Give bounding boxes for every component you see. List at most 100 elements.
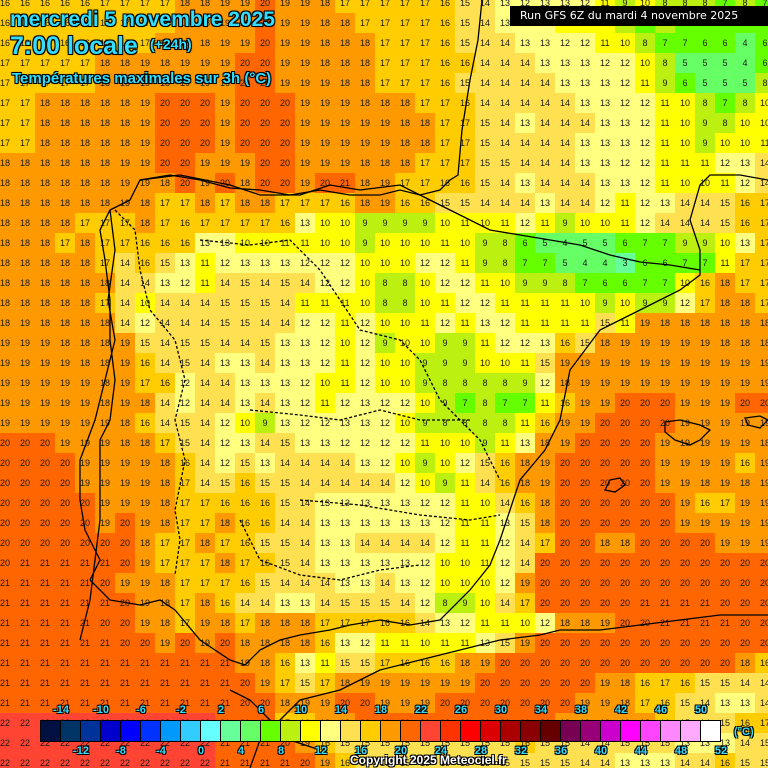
temperature-value: 18	[339, 678, 350, 688]
temperature-value: 19	[579, 378, 590, 388]
temperature-value: 18	[279, 638, 290, 648]
temperature-value: 14	[159, 298, 170, 308]
temperature-value: 18	[99, 98, 110, 108]
grid-cell	[555, 53, 575, 73]
temperature-value: 17	[379, 38, 390, 48]
temperature-value: 13	[219, 358, 230, 368]
temperature-value: 17	[439, 98, 450, 108]
temperature-value: 18	[259, 618, 270, 628]
temperature-value: 13	[399, 498, 410, 508]
temperature-value: 17	[399, 0, 410, 8]
grid-cell	[575, 33, 595, 53]
temperature-value: 7	[682, 258, 688, 268]
temperature-value: 7	[662, 238, 668, 248]
temperature-value: 20	[259, 58, 270, 68]
temperature-value: 10	[679, 278, 690, 288]
temperature-value: 17	[179, 558, 190, 568]
forecast-time: 7:00 locale	[10, 32, 138, 60]
temperature-value: 20	[699, 538, 710, 548]
temperature-value: 20	[259, 118, 270, 128]
temperature-value: 18	[99, 358, 110, 368]
temperature-value: 19	[579, 398, 590, 408]
temperature-value: 17	[159, 438, 170, 448]
temperature-value: 13	[299, 438, 310, 448]
temperature-value: 13	[579, 78, 590, 88]
temperature-value: 16	[39, 0, 50, 8]
temperature-value: 12	[519, 218, 530, 228]
temperature-value: 11	[480, 338, 490, 348]
temperature-value: 19	[639, 318, 650, 328]
grid-cell	[595, 53, 615, 73]
temperature-value: 19	[539, 458, 550, 468]
temperature-value: 18	[99, 278, 110, 288]
temperature-value: 20	[619, 478, 630, 488]
legend-swatch	[361, 721, 381, 741]
temperature-value: 6	[622, 238, 628, 248]
temperature-value: 14	[299, 518, 310, 528]
temperature-value: 16	[19, 0, 30, 8]
temperature-value: 19	[79, 378, 90, 388]
temperature-value: 10	[619, 38, 630, 48]
temperature-value: 21	[79, 618, 90, 628]
temperature-value: 11	[480, 558, 490, 568]
temperature-value: 11	[540, 398, 550, 408]
temperature-value: 20	[19, 518, 30, 528]
temperature-value: 13	[439, 618, 450, 628]
temperature-value: 19	[619, 358, 630, 368]
temperature-value: 13	[339, 558, 350, 568]
grid-cell	[55, 233, 75, 253]
temperature-value: 11	[660, 138, 670, 148]
temperature-value: 20	[39, 518, 50, 528]
temperature-value: 19	[19, 318, 30, 328]
grid-cell	[555, 113, 575, 133]
temperature-value: 20	[659, 538, 670, 548]
grid-cell	[0, 73, 15, 93]
temperature-value: 15	[719, 678, 730, 688]
temperature-value: 21	[119, 678, 130, 688]
temperature-value: 18	[599, 338, 610, 348]
temperature-value: 15	[359, 598, 370, 608]
temperature-value: 9	[662, 78, 668, 88]
legend-swatch	[441, 721, 461, 741]
temperature-value: 16	[239, 518, 250, 528]
grid-cell	[595, 73, 615, 93]
temperature-value: 12	[619, 98, 630, 108]
temperature-value: 18	[239, 178, 250, 188]
temperature-value: 17	[19, 118, 30, 128]
grid-cell	[55, 213, 75, 233]
temperature-value: 16	[439, 38, 450, 48]
temperature-value: 17	[739, 278, 750, 288]
legend-unit: (°C)	[734, 726, 754, 738]
temperature-value: 17	[539, 538, 550, 548]
temperature-value: 12	[739, 178, 750, 188]
temperature-value: 14	[559, 98, 570, 108]
temperature-value: 17	[219, 538, 230, 548]
temperature-value: 20	[579, 558, 590, 568]
temperature-value: 20	[539, 598, 550, 608]
temperature-value: 14	[219, 378, 230, 388]
temperature-value: 20	[259, 178, 270, 188]
temperature-value: 17	[379, 658, 390, 668]
temperature-value: 10	[379, 258, 390, 268]
temperature-value: 14	[479, 18, 490, 28]
temperature-value: 19	[219, 0, 230, 8]
temperature-value: 19	[39, 338, 50, 348]
temperature-value: 19	[679, 398, 690, 408]
temperature-value: 16	[459, 98, 470, 108]
temperature-value: 18	[259, 198, 270, 208]
temperature-value: 19	[719, 538, 730, 548]
temperature-value: 10	[399, 458, 410, 468]
temperature-value: 10	[419, 278, 430, 288]
temperature-value: 12	[399, 438, 410, 448]
temperature-value: 7	[682, 38, 688, 48]
temperature-value: 17	[179, 498, 190, 508]
temperature-value: 20	[639, 498, 650, 508]
temperature-value: 17	[419, 178, 430, 188]
temperature-value: 16	[0, 0, 10, 8]
temperature-value: 20	[499, 658, 510, 668]
temperature-value: 10	[499, 278, 510, 288]
temperature-value: 9	[522, 378, 528, 388]
temperature-value: 15	[379, 598, 390, 608]
temperature-value: 20	[59, 478, 70, 488]
